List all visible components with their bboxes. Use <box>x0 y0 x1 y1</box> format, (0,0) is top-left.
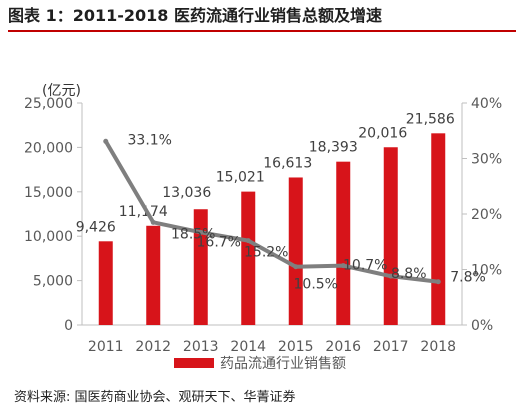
x-tick-label: 2013 <box>183 339 219 355</box>
y2-tick-label: 10% <box>471 263 502 279</box>
chart-title: 图表 1：2011-2018 医药流通行业销售总额及增速 <box>8 2 516 32</box>
y-tick-label: 15,000 <box>24 185 73 201</box>
y2-tick-label: 30% <box>471 152 502 168</box>
line-value-label: 10.5% <box>294 277 338 293</box>
line-point <box>103 138 109 144</box>
bar-value-label: 11,174 <box>119 204 168 220</box>
line-point <box>150 219 156 225</box>
x-tick-label: 2017 <box>373 339 409 355</box>
y-axis-unit-label: (亿元) <box>42 83 81 99</box>
line-value-label: 15.2% <box>244 245 288 261</box>
line-point <box>293 264 299 270</box>
y2-tick-label: 20% <box>471 207 502 223</box>
y-tick-label: 0 <box>64 318 73 334</box>
line-value-label: 18.5% <box>171 226 215 242</box>
bar-value-label: 20,016 <box>358 125 407 141</box>
y-tick-label: 10,000 <box>24 229 73 245</box>
y-tick-label: 20,000 <box>24 140 73 156</box>
bar <box>431 133 446 325</box>
line-value-label: 33.1% <box>128 132 172 148</box>
line-value-label: 10.7% <box>343 258 387 274</box>
bar <box>336 161 351 325</box>
line-value-label: 8.8% <box>391 266 427 282</box>
x-tick-label: 2018 <box>420 339 456 355</box>
line-value-label: 16.7% <box>197 234 241 250</box>
bar-value-label: 13,036 <box>162 185 211 201</box>
bar-value-label: 16,613 <box>263 155 312 171</box>
bar-value-label: 21,586 <box>406 111 455 127</box>
x-tick-label: 2011 <box>88 339 124 355</box>
bar <box>288 177 303 325</box>
bar <box>146 225 161 325</box>
x-tick-label: 2016 <box>325 339 361 355</box>
bar-value-label: 15,021 <box>216 170 265 186</box>
bar <box>98 241 113 325</box>
bar-value-label: 9,426 <box>76 219 116 235</box>
x-tick-label: 2012 <box>135 339 171 355</box>
line-point <box>340 263 346 269</box>
legend-swatch <box>174 358 214 368</box>
growth-line <box>103 139 441 284</box>
legend-label: 药品流通行业销售额 <box>220 356 346 372</box>
bar-value-label: 18,393 <box>309 140 358 156</box>
y2-tick-label: 0% <box>471 318 493 334</box>
line-point <box>198 229 204 235</box>
line-point <box>435 279 441 285</box>
source-note: 资料来源: 国医药商业协会、观研天下、华菁证券 <box>14 390 296 405</box>
bar <box>383 147 398 325</box>
x-tick-label: 2015 <box>278 339 314 355</box>
line-point <box>245 238 251 244</box>
y-tick-label: 5,000 <box>33 274 73 290</box>
y-tick-label: 25,000 <box>24 96 73 112</box>
x-tick-label: 2014 <box>230 339 266 355</box>
bar <box>193 209 208 325</box>
y2-tick-label: 40% <box>471 96 502 112</box>
line-value-label: 7.8% <box>450 270 486 286</box>
bar <box>241 191 256 325</box>
line-point <box>388 273 394 279</box>
